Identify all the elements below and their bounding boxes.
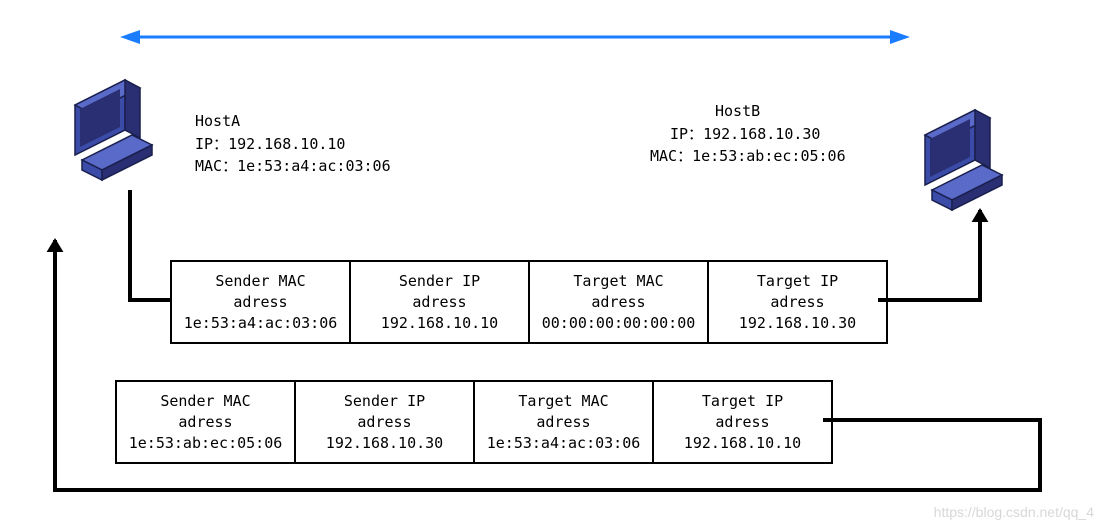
cell-line: adress [715,413,769,431]
cell-line: Target IP [702,392,783,410]
table-cell: Target MAC adress 1e:53:a4:ac:03:06 [474,381,653,463]
cell-line: 192.168.10.30 [739,314,856,332]
cell-line: Sender MAC [215,272,305,290]
cell-line: adress [591,293,645,311]
table-cell: Target MAC adress 00:00:00:00:00:00 [529,261,708,343]
watermark: https://blog.csdn.net/qq_4 [934,504,1094,520]
host-b-name: HostB [650,100,760,123]
arp-request-packet: Sender MAC adress 1e:53:a4:ac:03:06 Send… [170,260,888,344]
cell-line: 1e:53:a4:ac:03:06 [487,434,641,452]
cell-line: Sender IP [399,272,480,290]
cell-line: adress [357,413,411,431]
cell-line: 00:00:00:00:00:00 [542,314,696,332]
host-b-mac-label: MAC： [650,147,692,165]
host-b-ip-label: IP： [670,125,703,143]
cell-line: Target IP [757,272,838,290]
cell-line: adress [536,413,590,431]
cell-line: adress [233,293,287,311]
cell-line: adress [178,413,232,431]
host-b-ip: 192.168.10.30 [703,125,820,143]
table-cell: Sender IP adress 192.168.10.30 [295,381,474,463]
host-a-ip-label: IP： [195,135,228,153]
cell-line: 1e:53:ab:ec:05:06 [129,434,283,452]
cell-line: 192.168.10.10 [684,434,801,452]
table-cell: Target IP adress 192.168.10.10 [653,381,832,463]
host-a-ip: 192.168.10.10 [228,135,345,153]
cell-line: Target MAC [573,272,663,290]
cell-line: Sender MAC [160,392,250,410]
host-b-mac: 1e:53:ab:ec:05:06 [692,147,846,165]
table-cell: Sender MAC adress 1e:53:ab:ec:05:06 [116,381,295,463]
host-a-mac-label: MAC： [195,157,237,175]
cell-line: 192.168.10.10 [381,314,498,332]
cell-line: Target MAC [518,392,608,410]
host-a-mac: 1e:53:a4:ac:03:06 [237,157,391,175]
table-cell: Sender IP adress 192.168.10.10 [350,261,529,343]
cell-line: adress [412,293,466,311]
host-b-label: HostB IP：192.168.10.30 MAC：1e:53:ab:ec:0… [650,100,846,168]
table-cell: Target IP adress 192.168.10.30 [708,261,887,343]
cell-line: Sender IP [344,392,425,410]
cell-line: adress [770,293,824,311]
host-a-name: HostA [195,112,240,130]
cell-line: 192.168.10.30 [326,434,443,452]
host-a-label: HostA IP：192.168.10.10 MAC：1e:53:a4:ac:0… [195,110,391,178]
arp-reply-packet: Sender MAC adress 1e:53:ab:ec:05:06 Send… [115,380,833,464]
table-cell: Sender MAC adress 1e:53:a4:ac:03:06 [171,261,350,343]
cell-line: 1e:53:a4:ac:03:06 [184,314,338,332]
